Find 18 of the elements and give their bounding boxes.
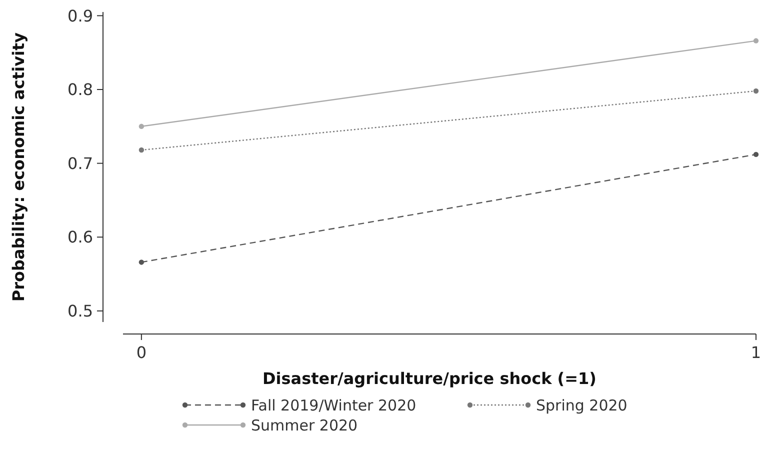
x-tick-label: 0 bbox=[136, 343, 147, 362]
x-tick-label: 1 bbox=[750, 343, 762, 362]
y-tick-label: 0.9 bbox=[68, 6, 93, 26]
y-axis-title: Probability: economic activity bbox=[9, 32, 28, 302]
legend-label: Summer 2020 bbox=[251, 416, 358, 434]
point bbox=[753, 38, 759, 44]
y-tick-label: 0.8 bbox=[68, 80, 93, 100]
y-tick-label: 0.5 bbox=[68, 302, 93, 321]
legend-label: Spring 2020 bbox=[536, 396, 628, 414]
point bbox=[753, 88, 759, 94]
point bbox=[138, 147, 144, 153]
y-tick-label: 0.6 bbox=[68, 228, 93, 247]
point bbox=[138, 260, 144, 265]
x-axis-title: Disaster/agriculture/price shock (=1) bbox=[262, 369, 596, 388]
y-tick-label: 0.7 bbox=[68, 154, 93, 173]
legend-label: Fall 2019/Winter 2020 bbox=[251, 396, 416, 414]
point bbox=[138, 124, 144, 130]
point bbox=[753, 152, 759, 158]
